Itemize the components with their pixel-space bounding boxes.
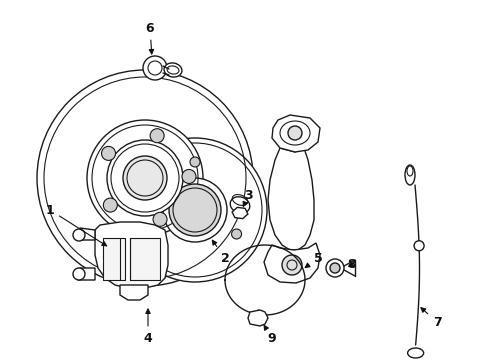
- Ellipse shape: [232, 229, 242, 239]
- Polygon shape: [264, 243, 320, 283]
- Text: 9: 9: [264, 325, 276, 345]
- Polygon shape: [130, 238, 160, 280]
- Ellipse shape: [169, 184, 221, 236]
- Ellipse shape: [123, 138, 267, 282]
- Ellipse shape: [87, 120, 203, 236]
- Polygon shape: [103, 238, 125, 280]
- Polygon shape: [120, 285, 148, 300]
- Ellipse shape: [408, 348, 424, 358]
- Ellipse shape: [107, 140, 183, 216]
- Text: 2: 2: [212, 240, 229, 265]
- Text: 3: 3: [243, 189, 252, 207]
- Ellipse shape: [148, 229, 158, 239]
- Circle shape: [282, 255, 302, 275]
- Text: 6: 6: [146, 22, 154, 54]
- Ellipse shape: [103, 198, 117, 212]
- Polygon shape: [78, 268, 95, 280]
- Ellipse shape: [37, 70, 253, 286]
- Ellipse shape: [101, 147, 116, 161]
- Ellipse shape: [164, 63, 182, 77]
- Ellipse shape: [150, 129, 164, 143]
- Circle shape: [330, 263, 340, 273]
- Circle shape: [143, 56, 167, 80]
- Ellipse shape: [190, 157, 200, 167]
- Ellipse shape: [163, 178, 227, 242]
- Circle shape: [326, 259, 344, 277]
- Polygon shape: [232, 207, 248, 219]
- Text: 1: 1: [46, 203, 107, 246]
- Polygon shape: [272, 115, 320, 152]
- Ellipse shape: [405, 165, 415, 185]
- Ellipse shape: [230, 197, 250, 213]
- Ellipse shape: [153, 212, 167, 226]
- Text: 5: 5: [305, 252, 322, 267]
- Text: 8: 8: [348, 258, 356, 271]
- Polygon shape: [268, 148, 314, 250]
- Ellipse shape: [123, 156, 167, 200]
- Circle shape: [73, 229, 85, 241]
- Text: 7: 7: [421, 308, 441, 328]
- Polygon shape: [78, 228, 95, 240]
- Ellipse shape: [288, 126, 302, 140]
- Ellipse shape: [182, 170, 196, 184]
- Polygon shape: [248, 310, 268, 326]
- Circle shape: [73, 268, 85, 280]
- Text: 4: 4: [144, 309, 152, 345]
- Circle shape: [414, 241, 424, 251]
- Polygon shape: [95, 222, 168, 288]
